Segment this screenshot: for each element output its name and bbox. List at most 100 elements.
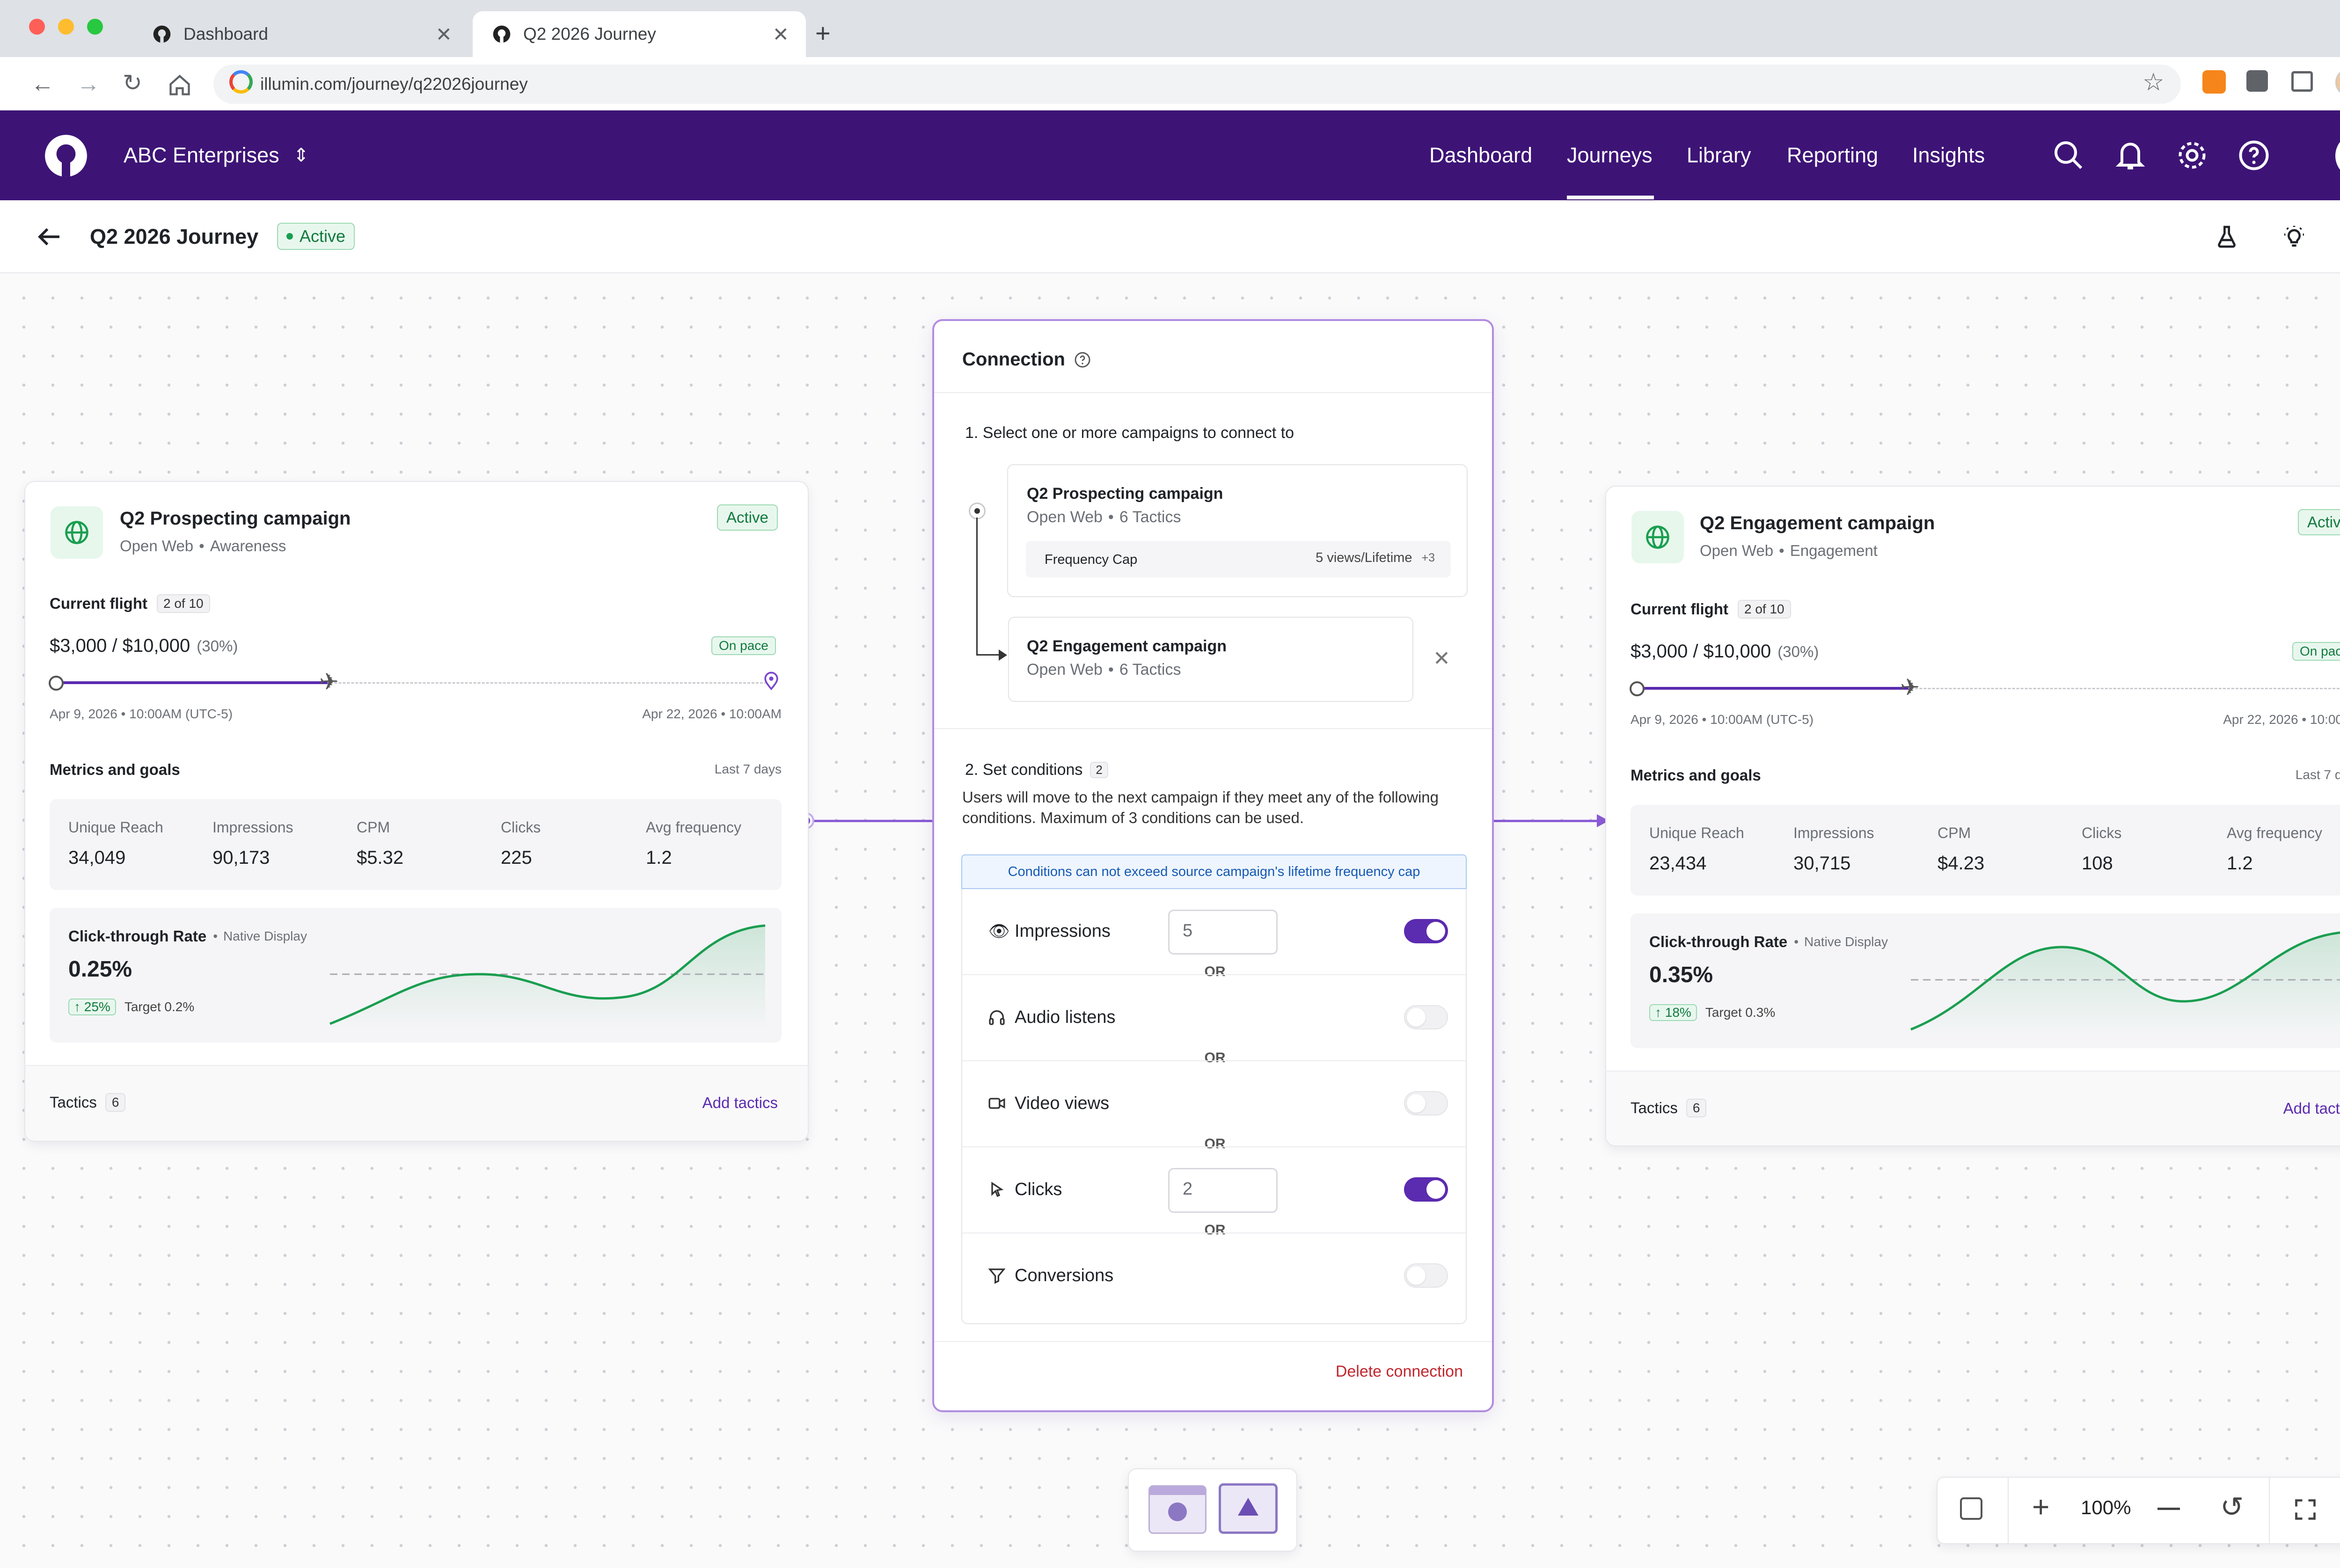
metric-label: Avg frequency: [646, 819, 741, 836]
browser-tab-dashboard[interactable]: Dashboard ✕: [133, 11, 469, 57]
connection-header: Connection: [962, 349, 1091, 370]
funnel-icon: [988, 1269, 1006, 1284]
back-nav-icon[interactable]: ←: [31, 71, 54, 97]
reset-view-icon[interactable]: ↺: [2220, 1491, 2244, 1523]
tree-node-dot: [974, 508, 980, 514]
browser-tab-journey[interactable]: Q2 2026 Journey ✕: [473, 11, 806, 57]
status-text: Active: [300, 226, 346, 246]
ctr-goal: ↑ 25% Target 0.2%: [68, 999, 194, 1015]
metrics-period: Last 7 days: [714, 762, 782, 776]
divider: [2008, 1478, 2009, 1543]
connection-title: Connection: [962, 349, 1065, 370]
zoom-level: 100%: [2081, 1496, 2131, 1518]
nav-insights[interactable]: Insights: [1912, 143, 1985, 167]
frequency-cap-label: Frequency Cap: [1045, 552, 1138, 567]
ctr-value: 0.25%: [68, 957, 132, 982]
display-channel-icon[interactable]: [1219, 1483, 1278, 1534]
forward-nav-icon[interactable]: →: [77, 71, 100, 97]
reload-icon[interactable]: ↻: [123, 70, 142, 96]
maximize-window-button[interactable]: [87, 19, 103, 35]
metric-value: 225: [501, 847, 532, 868]
impressions-toggle[interactable]: [1404, 919, 1448, 943]
zoom-out-icon[interactable]: [2157, 1508, 2180, 1510]
page-toolbar: [0, 200, 2340, 273]
metric-impressions: Impressions 90,173: [212, 819, 293, 868]
help-icon[interactable]: [2237, 139, 2271, 172]
home-icon[interactable]: [168, 73, 192, 97]
metric-avg-frequency: Avg frequency 1.2: [646, 819, 741, 868]
address-bar[interactable]: illumin.com/journey/q22026journey: [213, 65, 2181, 104]
tactics-count: Tactics 6: [50, 1093, 126, 1112]
campaign-status-badge: Active: [2298, 509, 2340, 535]
delete-connection-button[interactable]: Delete connection: [1335, 1363, 1463, 1380]
nav-journeys[interactable]: Journeys: [1567, 143, 1653, 167]
web-channel-icon[interactable]: [1148, 1485, 1207, 1534]
audio-listens-toggle[interactable]: [1404, 1005, 1448, 1029]
ctr-change-badge: ↑ 18%: [1649, 1004, 1697, 1021]
clicks-count-input[interactable]: 2: [1168, 1168, 1278, 1213]
close-tab-icon[interactable]: ✕: [435, 23, 452, 45]
flight-progress-bar: [56, 681, 328, 684]
notifications-bell-icon[interactable]: [2113, 139, 2147, 172]
campaign-name[interactable]: Q2 Engagement campaign: [1700, 513, 1935, 533]
plane-icon: ✈: [1900, 674, 1920, 700]
illumin-logo-icon: [493, 25, 511, 43]
divider: [2269, 1478, 2270, 1543]
org-switcher[interactable]: ABC Enterprises ⇕: [124, 140, 309, 170]
channel: Open Web: [120, 537, 194, 554]
side-panel-icon[interactable]: [2291, 71, 2313, 92]
nav-reporting[interactable]: Reporting: [1787, 143, 1879, 167]
minimap-icon[interactable]: [1960, 1497, 1982, 1520]
ctr-target: Target 0.3%: [1705, 1005, 1776, 1020]
close-window-button[interactable]: [29, 19, 45, 35]
back-arrow-icon[interactable]: [35, 224, 65, 250]
globe-icon: [65, 521, 88, 544]
bookmark-star-icon[interactable]: ☆: [2143, 69, 2164, 96]
nav-library[interactable]: Library: [1687, 143, 1751, 167]
metric-label: Clicks: [501, 819, 541, 836]
search-icon[interactable]: [2052, 139, 2085, 172]
metric-label: Unique Reach: [1649, 824, 1744, 841]
help-circle-icon[interactable]: [1074, 351, 1091, 369]
flight-track: [56, 682, 771, 684]
lightbulb-icon[interactable]: [2281, 224, 2307, 250]
flight-label: Current flight: [50, 595, 147, 612]
nav-dashboard[interactable]: Dashboard: [1429, 143, 1533, 167]
new-tab-button[interactable]: +: [815, 18, 831, 48]
divider: [962, 1146, 1466, 1147]
add-tactics-link[interactable]: Add tactics: [2283, 1100, 2340, 1117]
campaign-status-badge: Active: [717, 504, 778, 531]
ctr-value: 0.35%: [1649, 963, 1713, 987]
clicks-toggle[interactable]: [1404, 1177, 1448, 1202]
campaign-meta: Open Web • Engagement: [1700, 542, 1878, 559]
video-camera-icon: [988, 1098, 1005, 1109]
zoom-in-icon[interactable]: +: [2032, 1490, 2050, 1524]
metrics-panel: [1631, 805, 2340, 896]
extensions-icon[interactable]: [2246, 70, 2268, 92]
tree-line-vertical: [976, 518, 978, 655]
campaign-meta: Open Web • Awareness: [120, 537, 286, 554]
flight-end-date: Apr 22, 2026 • 10:00AM: [642, 707, 782, 721]
remove-target-icon[interactable]: ✕: [1433, 647, 1450, 670]
metrics-period: Last 7 days: [2295, 767, 2340, 782]
metamask-extension-icon[interactable]: [2202, 70, 2226, 94]
close-tab-icon[interactable]: ✕: [772, 23, 789, 45]
current-flight: Current flight 2 of 10: [50, 594, 210, 613]
impressions-count-input[interactable]: 5: [1168, 910, 1278, 955]
video-views-toggle[interactable]: [1404, 1091, 1448, 1116]
conversions-toggle[interactable]: [1404, 1263, 1448, 1288]
test-beaker-icon[interactable]: [2214, 224, 2240, 250]
fullscreen-icon[interactable]: [2293, 1497, 2318, 1522]
campaign-name[interactable]: Q2 Prospecting campaign: [120, 508, 351, 529]
target-campaign-option[interactable]: [1008, 617, 1413, 702]
add-tactics-link[interactable]: Add tactics: [702, 1094, 778, 1111]
settings-gear-icon[interactable]: [2175, 139, 2209, 172]
user-avatar[interactable]: LW: [2335, 133, 2340, 179]
or-separator: OR: [1204, 1050, 1226, 1065]
metric-unique-reach: Unique Reach 23,434: [1649, 824, 1744, 874]
channel: Open Web: [1027, 508, 1103, 526]
status-dot-icon: [286, 233, 293, 240]
minimize-window-button[interactable]: [58, 19, 74, 35]
metric-cpm: CPM $5.32: [357, 819, 403, 868]
brand-logo-icon[interactable]: [43, 133, 89, 179]
